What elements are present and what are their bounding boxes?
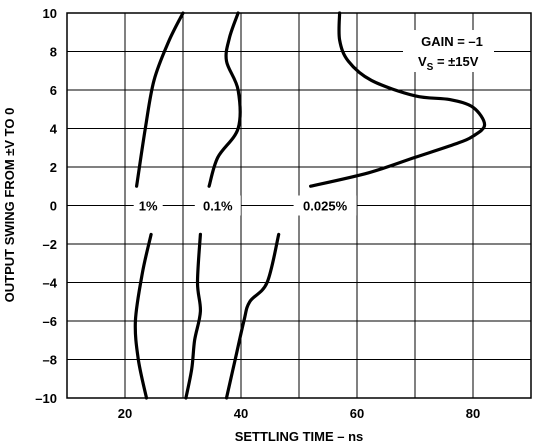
x-tick-label: 20 bbox=[118, 406, 132, 421]
series-line-upper bbox=[309, 11, 487, 188]
y-tick-label: –4 bbox=[43, 276, 58, 291]
y-tick-label: 6 bbox=[50, 83, 57, 98]
curve-labels: 1% 0.1% 0.025% bbox=[133, 195, 357, 216]
series-0-025-pct bbox=[224, 11, 487, 400]
supply-v: V bbox=[418, 54, 427, 69]
series-1-pct bbox=[133, 11, 185, 400]
curve-label-background bbox=[194, 195, 241, 216]
curve-label: 1% bbox=[133, 195, 163, 216]
y-tick-label: –10 bbox=[35, 391, 57, 406]
y-axis-title: OUTPUT SWING FROM ±V TO 0 bbox=[2, 108, 17, 303]
x-tick-label: 80 bbox=[466, 406, 480, 421]
curve-label-background bbox=[293, 195, 357, 216]
supply-voltage-label: VS = ±15V bbox=[418, 54, 479, 73]
curve-label: 0.025% bbox=[293, 195, 357, 216]
curve-label-background bbox=[133, 195, 163, 216]
y-tick-label: –6 bbox=[43, 314, 57, 329]
series-line-upper bbox=[135, 11, 185, 188]
y-tick-label: 2 bbox=[50, 160, 57, 175]
supply-value: = ±15V bbox=[433, 54, 478, 69]
x-axis-title: SETTLING TIME – ns bbox=[235, 429, 364, 444]
gain-annotation: GAIN = –1 VS = ±15V bbox=[403, 30, 494, 73]
y-tick-label: –8 bbox=[43, 353, 57, 368]
series-line-lower bbox=[184, 232, 203, 400]
series-line-lower bbox=[224, 232, 281, 400]
gain-label: GAIN = –1 bbox=[421, 34, 483, 49]
curve-label-text: 0.025% bbox=[303, 199, 348, 214]
series-line-upper bbox=[207, 11, 242, 188]
series-0-1-pct bbox=[184, 11, 242, 400]
curves bbox=[133, 11, 487, 400]
x-tick-label: 40 bbox=[234, 406, 248, 421]
y-tick-label: –2 bbox=[43, 237, 57, 252]
y-tick-label: 10 bbox=[43, 6, 57, 21]
curve-label-text: 0.1% bbox=[203, 199, 233, 214]
y-tick-label: 0 bbox=[50, 199, 57, 214]
x-tick-label: 60 bbox=[350, 406, 364, 421]
y-tick-label: 4 bbox=[50, 122, 58, 137]
plot-frame bbox=[66, 12, 532, 399]
supply-subscript: S bbox=[427, 62, 434, 73]
curve-label: 0.1% bbox=[194, 195, 241, 216]
annotation-background bbox=[403, 30, 494, 72]
series-line-lower bbox=[133, 232, 153, 400]
curve-label-text: 1% bbox=[139, 199, 158, 214]
y-tick-label: 8 bbox=[50, 45, 57, 60]
